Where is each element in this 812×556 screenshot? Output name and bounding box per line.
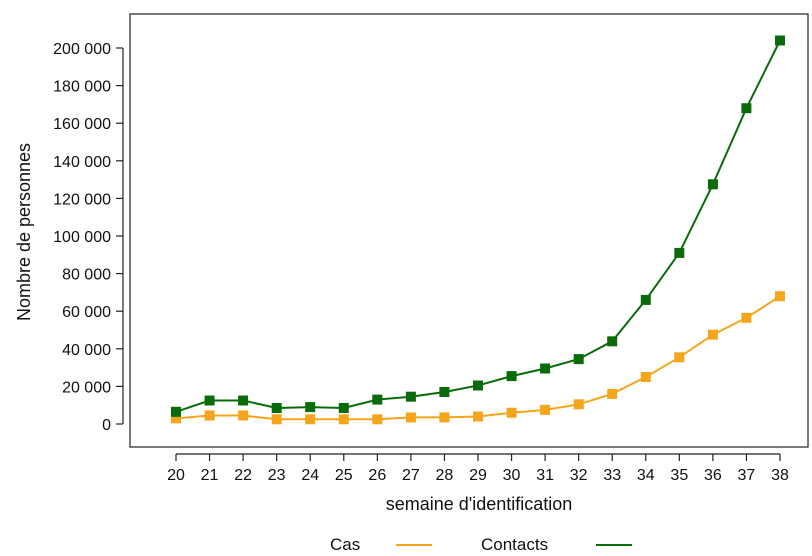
- x-tick-label: 32: [570, 467, 588, 484]
- data-point-cas: [338, 414, 349, 425]
- x-tick-label: 26: [368, 467, 386, 484]
- y-tick-label: 80 000: [62, 267, 111, 284]
- y-tick-label: 200 000: [53, 41, 111, 58]
- data-point-cas: [405, 412, 416, 423]
- y-tick-label: 60 000: [62, 304, 111, 321]
- series-line-contacts: [175, 40, 781, 413]
- data-point-contacts: [473, 380, 483, 391]
- y-tick-label: 40 000: [62, 342, 111, 359]
- y-tick-label: 120 000: [53, 191, 111, 208]
- x-tick-label: 21: [201, 467, 219, 484]
- data-point-contacts: [506, 371, 517, 382]
- x-tick-label: 33: [603, 467, 621, 484]
- data-point-contacts: [305, 402, 316, 413]
- x-tick-label: 35: [670, 467, 688, 484]
- data-point-contacts: [674, 247, 685, 258]
- data-point-cas: [640, 372, 651, 382]
- y-tick-label: 160 000: [53, 116, 111, 133]
- data-point-cas: [775, 291, 785, 302]
- data-point-cas: [607, 388, 618, 399]
- data-point-contacts: [405, 391, 416, 402]
- x-tick-label: 23: [268, 467, 286, 484]
- data-point-cas: [473, 411, 483, 422]
- x-tick-label: 31: [536, 467, 554, 484]
- legend-label-contacts: Contacts: [481, 535, 548, 554]
- data-point-contacts: [238, 395, 249, 406]
- data-point-cas: [171, 413, 181, 424]
- x-tick-label: 28: [436, 467, 454, 484]
- x-axis: 20 21 22 23 24 25 26 27 28 29 30 31 32 33 34 35 36 37 38: [167, 453, 789, 484]
- y-axis: 0 20 000 40 000 60 000 80 000 100 000 120 000 1…: [53, 41, 124, 434]
- data-point-contacts: [707, 179, 718, 190]
- y-axis-label: Nombre de personnes: [14, 143, 34, 321]
- x-axis-label: semaine d'identification: [386, 494, 573, 514]
- x-tick-label: 22: [234, 467, 252, 484]
- data-point-cas: [573, 399, 584, 410]
- data-point-contacts: [607, 336, 618, 347]
- y-tick-label: 20 000: [62, 379, 111, 396]
- data-point-contacts: [271, 403, 282, 413]
- data-point-cas: [707, 329, 718, 340]
- data-point-contacts: [439, 387, 450, 397]
- data-point-cas: [540, 404, 551, 415]
- data-point-cas: [674, 352, 685, 363]
- data-point-cas: [204, 410, 215, 421]
- data-point-contacts: [204, 395, 215, 406]
- x-tick-label: 20: [167, 467, 185, 484]
- data-point-cas: [271, 414, 282, 425]
- data-point-contacts: [573, 354, 584, 365]
- data-point-contacts: [372, 394, 383, 405]
- data-point-contacts: [775, 35, 785, 46]
- data-point-contacts: [338, 403, 349, 413]
- series-layer: [171, 35, 785, 425]
- y-tick-label: 100 000: [53, 229, 111, 246]
- data-point-cas: [305, 414, 316, 425]
- data-point-cas: [439, 412, 450, 423]
- data-point-cas: [741, 312, 752, 323]
- x-tick-label: 24: [301, 467, 319, 484]
- data-point-contacts: [171, 406, 181, 417]
- x-tick-label: 25: [335, 467, 353, 484]
- x-tick-label: 29: [469, 467, 487, 484]
- series-line-cas: [175, 295, 781, 421]
- x-tick-label: 36: [704, 467, 722, 484]
- data-point-contacts: [640, 294, 651, 305]
- data-point-cas: [238, 410, 249, 421]
- x-tick-label: 38: [771, 467, 789, 484]
- x-tick-label: 27: [402, 467, 420, 484]
- legend-label-cas: Cas: [330, 535, 360, 554]
- x-tick-label: 37: [738, 467, 756, 484]
- x-tick-label: 34: [637, 467, 655, 484]
- y-tick-label: 0: [102, 417, 111, 434]
- x-tick-label: 30: [503, 467, 521, 484]
- legend: Cas Contacts: [330, 535, 632, 554]
- y-tick-label: 180 000: [53, 79, 111, 96]
- data-point-cas: [372, 414, 383, 425]
- data-point-contacts: [741, 103, 752, 114]
- y-tick-label: 140 000: [53, 154, 111, 171]
- plot-area-frame: [129, 13, 809, 448]
- data-point-cas: [506, 407, 517, 418]
- data-point-contacts: [540, 363, 551, 374]
